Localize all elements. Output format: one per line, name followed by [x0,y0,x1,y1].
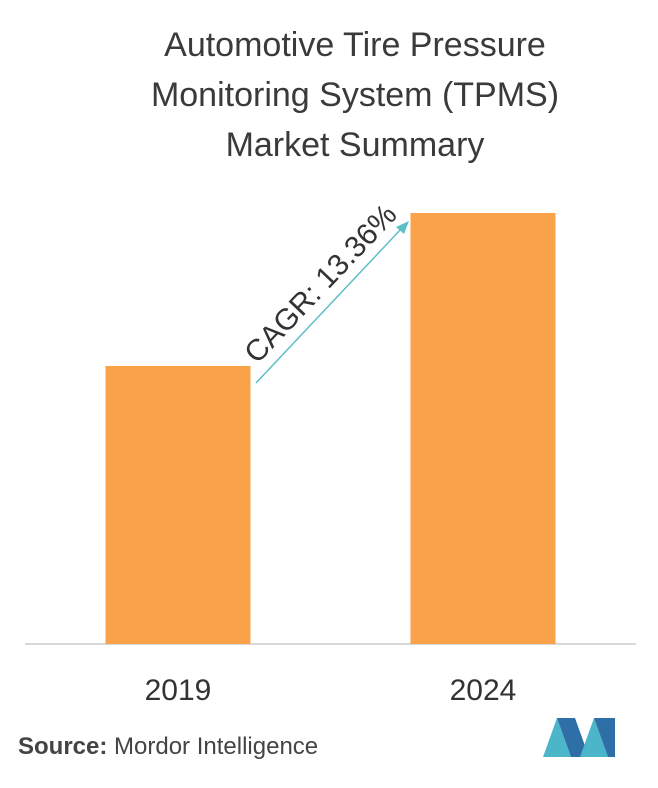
source-label: Source: [18,733,108,760]
x-tick-label: 2024 [450,674,517,707]
source-name: Mordor Intelligence [114,733,319,760]
logo-shape [543,718,571,757]
bar [105,366,251,644]
logo-shape [594,718,615,757]
cagr-label: CAGR: 13.36% [238,198,403,369]
chart-title: Automotive Tire Pressure Monitoring Syst… [150,26,560,164]
bar [410,213,556,644]
logo [543,718,615,757]
cagr-arrow [255,227,403,384]
arrow-head [396,221,409,234]
source: Source: Mordor Intelligence [18,733,318,761]
logo-shape [557,718,589,757]
logo-shape [580,718,608,757]
x-tick-label: 2019 [145,674,212,707]
